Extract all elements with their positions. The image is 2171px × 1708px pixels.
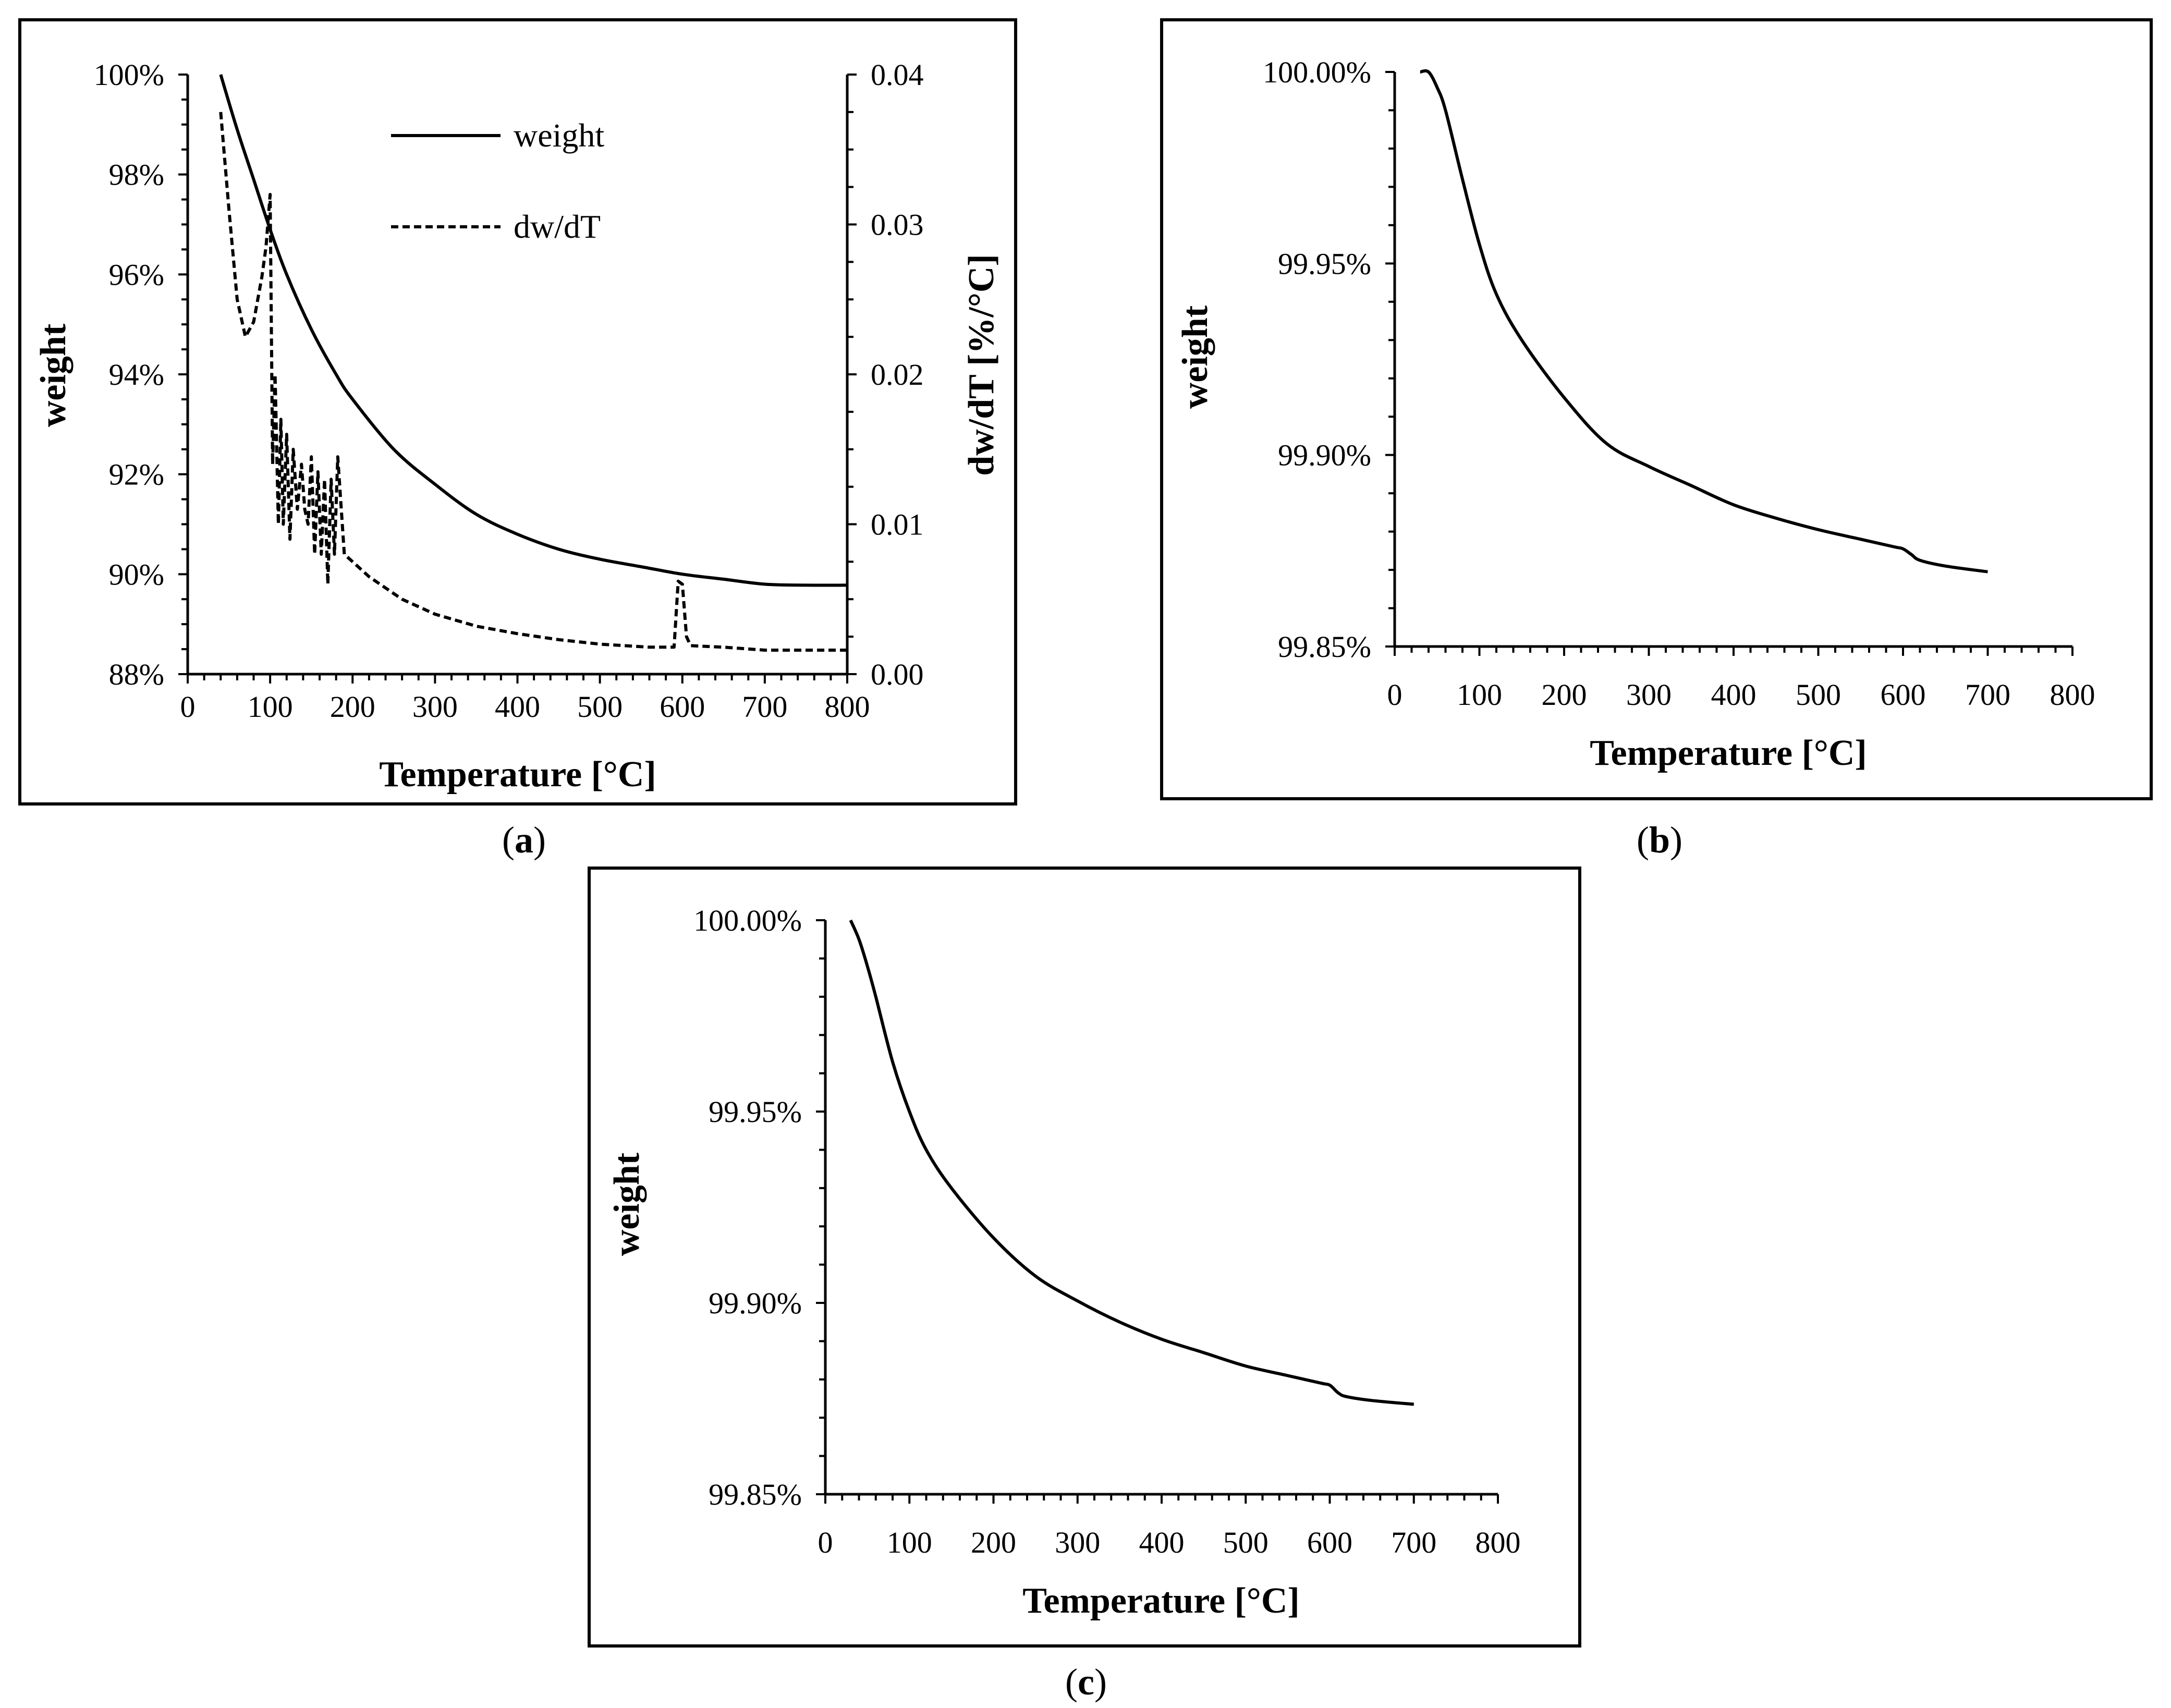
y-tick-label: 100.00%: [1263, 55, 1371, 89]
x-tick-label: 100: [248, 690, 293, 724]
y2-tick-label: 0.01: [871, 508, 924, 542]
y2-tick-label: 0.00: [871, 657, 924, 691]
x-tick-label: 700: [742, 690, 787, 724]
series-line-weight: [1420, 69, 1988, 574]
x-tick-label: 0: [818, 1526, 833, 1559]
y-tick-label: 99.90%: [709, 1286, 802, 1320]
y-tick-label: 99.85%: [1278, 630, 1371, 664]
y-tick-label: 90%: [109, 557, 164, 591]
panel-b-series: [1420, 69, 1988, 574]
x-tick-label: 0: [1387, 678, 1402, 712]
x-tick-label: 600: [660, 690, 705, 724]
panel-b-caption: (b): [1637, 819, 1682, 861]
y-tick-label: 100%: [94, 58, 164, 92]
x-tick-label: 300: [412, 690, 458, 724]
y-tick-label: 96%: [109, 258, 164, 291]
panel-c-xlabel: Temperature [°C]: [1022, 1581, 1300, 1621]
panel-a-legend: weight dw/dT: [391, 117, 604, 245]
x-tick-label: 600: [1881, 678, 1926, 712]
x-tick-label: 300: [1626, 678, 1672, 712]
panel-a: 0 100 200 300 400 500 600 700 800 88% 90% 92% 94% 96%…: [18, 18, 1017, 806]
x-tick-label: 800: [825, 690, 870, 724]
x-tick-label: 500: [577, 690, 623, 724]
panel-b-ylabel: weight: [1175, 306, 1215, 409]
x-tick-label: 400: [1139, 1526, 1185, 1559]
panel-c-ylabel: weight: [607, 1153, 647, 1256]
panel-a-xlabel: Temperature [°C]: [379, 754, 656, 795]
x-tick-label: 200: [1542, 678, 1587, 712]
x-tick-label: 700: [1965, 678, 2010, 712]
panel-a-axes: 0 100 200 300 400 500 600 700 800 88% 90% 92% 94% 96%…: [94, 58, 924, 724]
x-tick-label: 0: [180, 690, 196, 724]
x-tick-label: 800: [2050, 678, 2095, 712]
x-tick-label: 700: [1391, 1526, 1436, 1559]
panel-a-y2label: dw/dT [%/°C]: [961, 254, 1002, 475]
x-tick-label: 400: [1711, 678, 1757, 712]
panel-b-axes: 0 100 200 300 400 500 600 700 800 99.85% 99.90% 99.…: [1263, 55, 2095, 712]
y-tick-label: 99.85%: [709, 1478, 802, 1511]
panel-b-xlabel: Temperature [°C]: [1590, 733, 1867, 773]
x-tick-label: 100: [1457, 678, 1502, 712]
panel-b: 0 100 200 300 400 500 600 700 800 99.85% 99.90% 99.…: [1160, 18, 2153, 800]
y-tick-label: 99.95%: [709, 1095, 802, 1129]
panel-a-series: [219, 74, 848, 652]
x-tick-label: 500: [1223, 1526, 1269, 1559]
x-tick-label: 500: [1796, 678, 1841, 712]
panel-c-series: [849, 919, 1414, 1406]
y-tick-label: 100.00%: [693, 904, 802, 937]
y2-tick-label: 0.03: [871, 208, 924, 242]
panel-c: 0 100 200 300 400 500 600 700 800 99.85% 99.90% 99.…: [588, 867, 1581, 1648]
panel-a-frame: [18, 18, 1017, 806]
series-line-dwdt: [219, 112, 847, 652]
panel-a-caption: (a): [502, 819, 546, 861]
y2-tick-label: 0.04: [871, 58, 924, 92]
y-tick-label: 99.90%: [1278, 438, 1371, 472]
x-tick-label: 200: [330, 690, 375, 724]
panel-b-frame: [1160, 18, 2153, 800]
x-tick-label: 200: [971, 1526, 1016, 1559]
panel-a-ylabel: weight: [33, 324, 74, 427]
x-tick-label: 300: [1055, 1526, 1100, 1559]
y-tick-label: 94%: [109, 358, 164, 392]
x-tick-label: 400: [495, 690, 540, 724]
series-line-weight: [849, 919, 1414, 1406]
x-tick-label: 800: [1475, 1526, 1521, 1559]
y-tick-label: 98%: [109, 158, 164, 192]
x-tick-label: 100: [887, 1526, 932, 1559]
panel-c-frame: [588, 867, 1581, 1648]
y2-tick-label: 0.02: [871, 358, 924, 392]
y-tick-label: 88%: [109, 657, 164, 691]
y-tick-label: 99.95%: [1278, 247, 1371, 280]
x-tick-label: 600: [1307, 1526, 1352, 1559]
panel-c-caption: (c): [1065, 1661, 1107, 1703]
y-tick-label: 92%: [109, 458, 164, 492]
legend-label-weight: weight: [514, 117, 604, 154]
panel-c-axes: 0 100 200 300 400 500 600 700 800 99.85% 99.90% 99.…: [693, 904, 1520, 1559]
legend-label-dwdt: dw/dT: [514, 208, 601, 245]
